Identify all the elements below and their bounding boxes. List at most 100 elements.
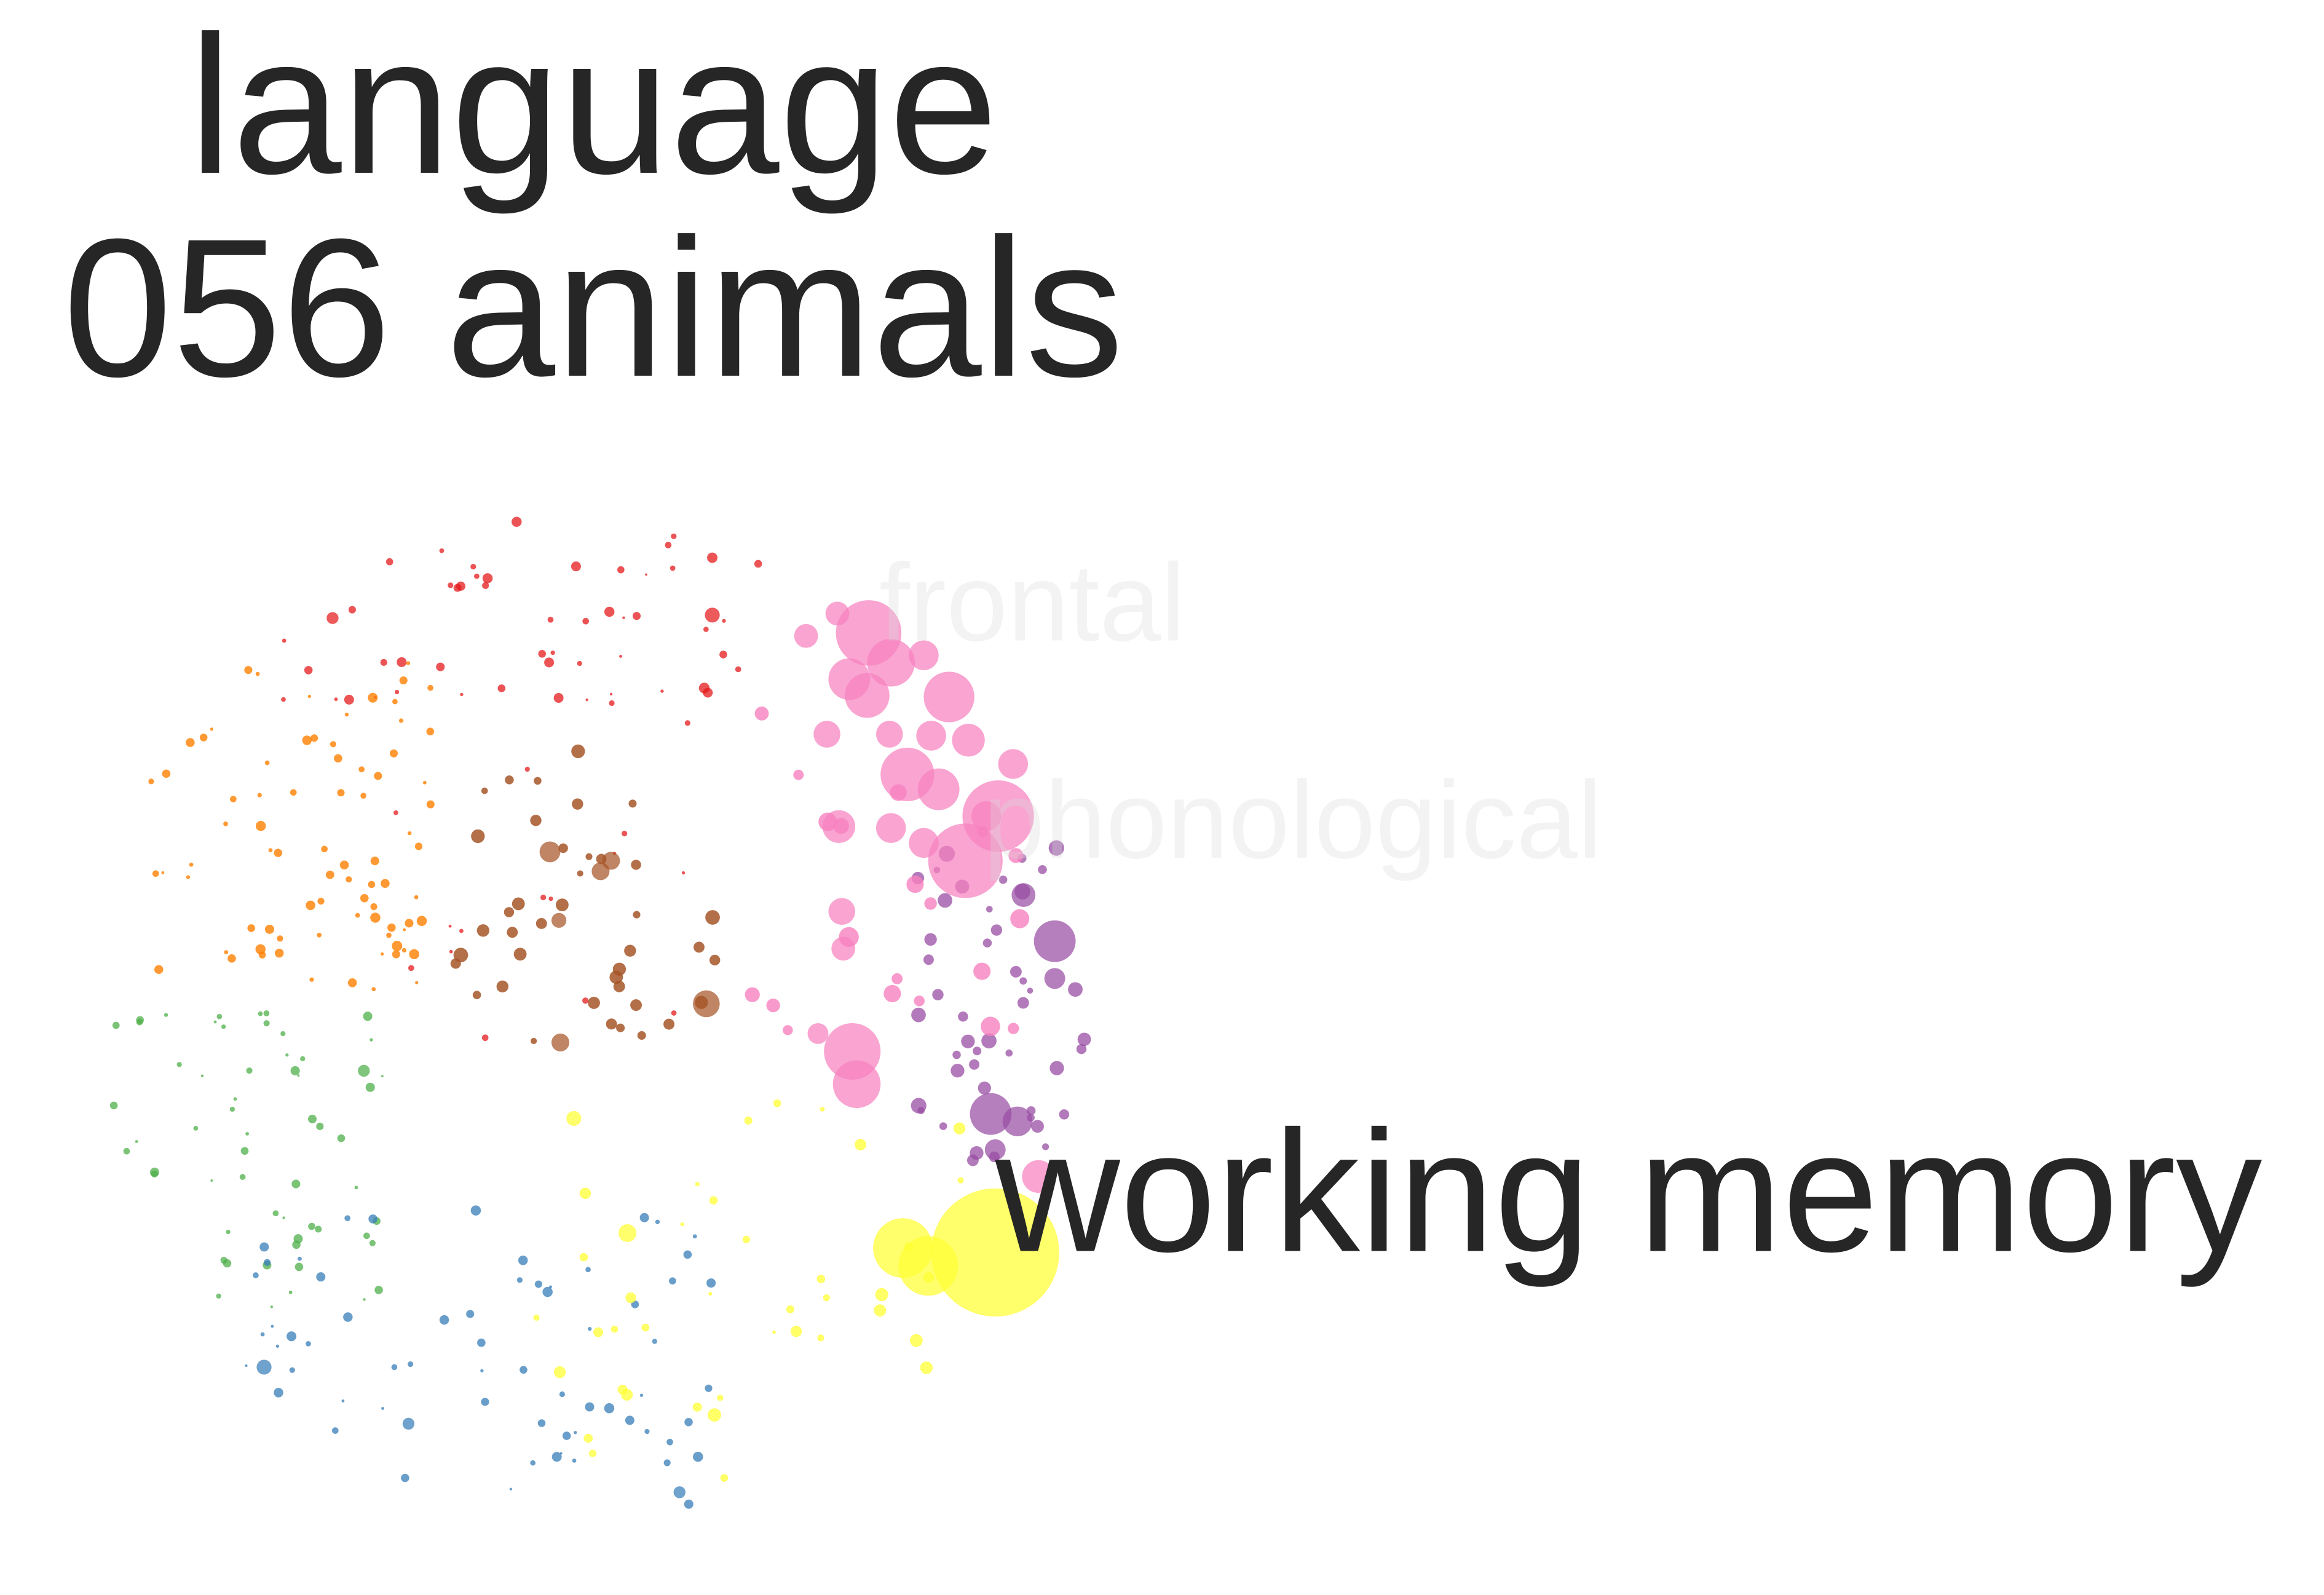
orange-bubble bbox=[330, 741, 336, 748]
orange-bubble bbox=[426, 800, 435, 809]
orange-bubble bbox=[162, 769, 171, 778]
red-large-bubble bbox=[326, 612, 339, 624]
yellow-bubble bbox=[708, 1291, 713, 1296]
orange-bubble bbox=[244, 666, 253, 675]
brown-bubble bbox=[453, 948, 468, 963]
brown-bubble bbox=[624, 944, 636, 957]
red-bubble bbox=[448, 924, 452, 928]
brown-large-bubble bbox=[551, 1033, 570, 1051]
green-bubble bbox=[285, 1053, 289, 1057]
pink-large-bubble bbox=[867, 639, 915, 687]
blue-bubble bbox=[344, 1215, 350, 1222]
orange-bubble bbox=[290, 789, 297, 796]
title-line-animals: 056 animals bbox=[63, 197, 1124, 418]
purple-bubble bbox=[1042, 1143, 1049, 1150]
blue-bubble bbox=[316, 1272, 326, 1282]
purple-bubble bbox=[932, 989, 944, 1000]
pink-bubble bbox=[1008, 1023, 1019, 1034]
brown-bubble bbox=[507, 927, 518, 938]
brown-bubble bbox=[572, 798, 583, 810]
blue-bubble bbox=[542, 1286, 553, 1297]
red-bubble bbox=[348, 606, 356, 614]
pink-bubble bbox=[891, 973, 903, 984]
red-bubble bbox=[609, 700, 615, 706]
blue-bubble bbox=[572, 1458, 577, 1463]
yellow-bubble bbox=[717, 1395, 724, 1401]
orange-bubble bbox=[199, 734, 208, 742]
green-bubble bbox=[164, 1013, 168, 1017]
green-bubble bbox=[200, 1074, 204, 1077]
blue-bubble bbox=[559, 1391, 566, 1398]
pink-bubble bbox=[793, 769, 804, 780]
red-bubble bbox=[344, 694, 354, 705]
green-bubble bbox=[216, 1293, 221, 1299]
red-bubble bbox=[524, 766, 530, 772]
pink-large-bubble bbox=[822, 810, 856, 843]
yellow-bubble bbox=[953, 1122, 966, 1134]
orange-bubble bbox=[268, 848, 273, 853]
purple-bubble bbox=[1019, 977, 1027, 985]
green-bubble bbox=[193, 1126, 199, 1131]
brown-bubble bbox=[585, 853, 593, 860]
green-bubble bbox=[337, 1134, 346, 1142]
blue-bubble bbox=[551, 1452, 562, 1462]
blue-bubble bbox=[652, 1339, 657, 1344]
green-bubble bbox=[369, 1240, 376, 1246]
orange-bubble bbox=[321, 845, 328, 853]
green-bubble bbox=[258, 1011, 263, 1016]
green-bubble bbox=[263, 1010, 270, 1016]
orange-bubble bbox=[344, 712, 349, 717]
yellow-large-bubble bbox=[931, 1188, 1059, 1317]
purple-bubble bbox=[911, 1098, 927, 1114]
red-bubble bbox=[408, 965, 414, 972]
green-bubble bbox=[291, 1179, 301, 1189]
orange-bubble bbox=[403, 928, 406, 932]
yellow-bubble bbox=[708, 1408, 721, 1422]
blue-bubble bbox=[705, 1384, 713, 1392]
red-bubble bbox=[453, 584, 462, 592]
pink-large-bubble bbox=[998, 749, 1029, 779]
red-bubble bbox=[470, 563, 476, 570]
orange-bubble bbox=[416, 916, 427, 927]
green-bubble bbox=[272, 1210, 279, 1217]
blue-bubble bbox=[401, 1473, 409, 1482]
pink-bubble bbox=[766, 998, 780, 1013]
pink-large-bubble bbox=[807, 1023, 829, 1044]
red-bubble bbox=[582, 617, 590, 625]
purple-bubble bbox=[990, 924, 1003, 936]
green-bubble bbox=[135, 1140, 138, 1143]
red-bubble bbox=[304, 666, 313, 675]
orange-bubble bbox=[277, 935, 283, 942]
yellow-bubble bbox=[579, 1253, 588, 1262]
orange-bubble bbox=[347, 978, 357, 987]
orange-bubble bbox=[307, 694, 312, 699]
orange-bubble bbox=[392, 699, 398, 705]
purple-large-bubble bbox=[970, 1093, 1012, 1135]
green-bubble bbox=[123, 1147, 130, 1155]
orange-bubble bbox=[399, 676, 408, 685]
orange-bubble bbox=[370, 857, 379, 866]
red-bubble bbox=[460, 692, 464, 697]
green-bubble bbox=[136, 1018, 143, 1026]
orange-bubble bbox=[371, 987, 376, 992]
orange-bubble bbox=[310, 734, 318, 742]
orange-bubble bbox=[370, 912, 381, 923]
brown-bubble bbox=[534, 777, 542, 785]
red-bubble bbox=[703, 627, 709, 632]
blue-bubble bbox=[381, 1407, 384, 1410]
yellow-bubble bbox=[874, 1304, 887, 1317]
pink-large-bubble bbox=[875, 813, 906, 843]
red-bubble bbox=[698, 683, 710, 694]
brown-bubble bbox=[630, 999, 642, 1011]
brown-bubble bbox=[496, 980, 508, 993]
yellow-large-bubble bbox=[566, 1110, 582, 1126]
red-bubble bbox=[617, 566, 625, 574]
purple-bubble bbox=[1005, 1049, 1013, 1057]
brown-bubble bbox=[663, 1018, 675, 1030]
green-bubble bbox=[233, 1097, 237, 1101]
red-bubble bbox=[380, 659, 387, 666]
yellow-bubble bbox=[957, 1177, 964, 1184]
orange-bubble bbox=[346, 876, 352, 883]
blue-bubble bbox=[655, 1219, 660, 1224]
blue-bubble bbox=[530, 1460, 536, 1466]
